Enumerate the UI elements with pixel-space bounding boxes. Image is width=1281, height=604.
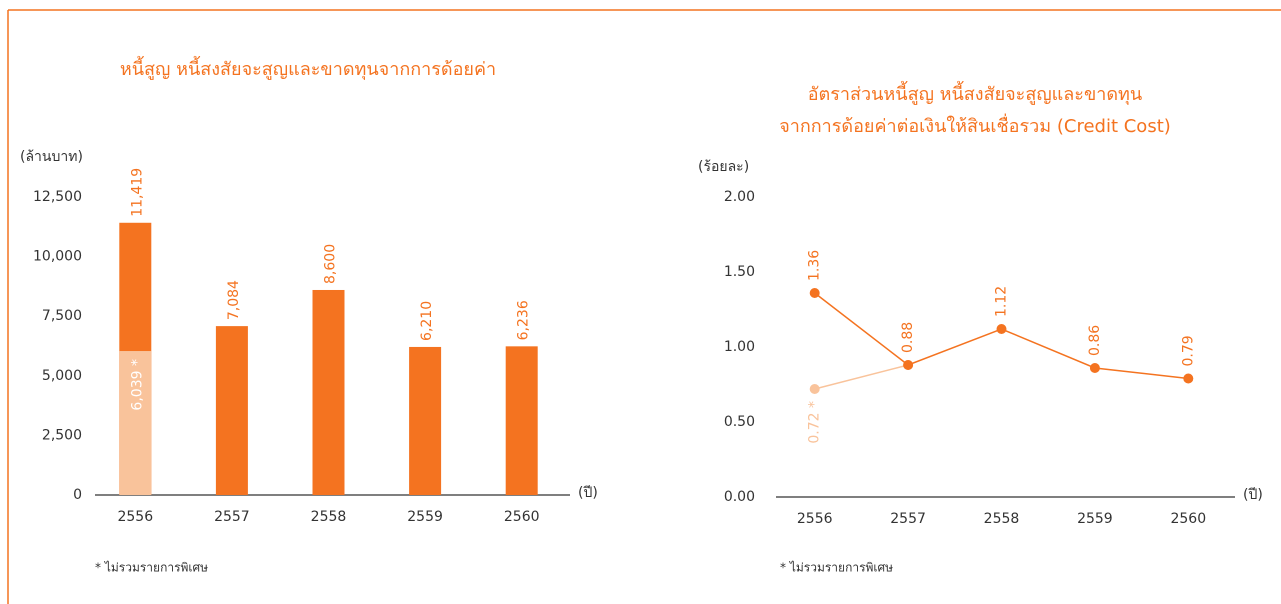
value-label: 6,039 * [129,359,145,411]
value-label: 0.86 [1087,325,1103,356]
chart-title: หนี้สูญ หนี้สงสัยจะสูญและขาดทุนจากการด้อ… [120,56,496,80]
y-axis-label: (ล้านบาท) [20,149,83,165]
point [809,384,820,394]
value-label: 11,419 [129,168,145,217]
value-label: 1.12 [994,286,1010,317]
y-tick-label: 12,500 [33,189,82,205]
y-axis-label: (ร้อยละ) [698,159,749,175]
bar [505,346,538,495]
y-tick-label: 2.00 [724,189,755,205]
value-label: 6,236 [516,300,532,340]
chart-title: จากการด้อยค่าต่อเงินให้สินเชื่อรวม (Cred… [779,113,1171,137]
y-tick-label: 5,000 [42,368,82,384]
value-label: 6,210 [419,301,435,341]
x-tick-label: 2556 [797,511,833,527]
x-tick-label: 2557 [890,511,926,527]
point [809,288,820,298]
x-tick-label: 2560 [1170,511,1206,527]
x-tick-label: 2556 [117,509,153,525]
x-tick-label: 2560 [504,509,540,525]
y-tick-label: 10,000 [33,249,82,265]
footnote: * ไม่รวมรายการพิเศษ [95,561,208,575]
value-label: 1.36 [807,250,823,281]
x-axis-label: (ปี) [578,485,598,501]
value-label: 0.79 [1180,335,1196,366]
point [1089,363,1100,373]
value-label: 8,600 [323,244,339,284]
value-label: 7,084 [226,280,242,320]
x-tick-label: 2559 [407,509,443,525]
x-tick-label: 2558 [311,509,347,525]
value-label: 0.72 * [807,401,823,444]
y-tick-label: 7,500 [42,308,82,324]
y-tick-label: 0.50 [724,414,755,430]
chart-title: อัตราส่วนหนี้สูญ หนี้สงสัยจะสูญและขาดทุน [808,81,1142,105]
line [814,364,909,390]
bar [312,289,345,495]
x-tick-label: 2557 [214,509,250,525]
point [996,324,1007,334]
x-tick-label: 2558 [984,511,1020,527]
y-tick-label: 1.00 [724,339,755,355]
y-tick-label: 0.00 [724,489,755,505]
bar [409,346,442,495]
bar [119,351,152,495]
x-axis-label: (ปี) [1243,487,1263,503]
bar [215,326,248,495]
footnote: * ไม่รวมรายการพิเศษ [780,561,893,575]
x-tick-label: 2559 [1077,511,1113,527]
y-tick-label: 0 [73,487,82,503]
y-tick-label: 2,500 [42,427,82,443]
y-tick-label: 1.50 [724,264,755,280]
point [1183,373,1194,384]
point [903,360,914,370]
value-label: 0.88 [900,322,916,353]
